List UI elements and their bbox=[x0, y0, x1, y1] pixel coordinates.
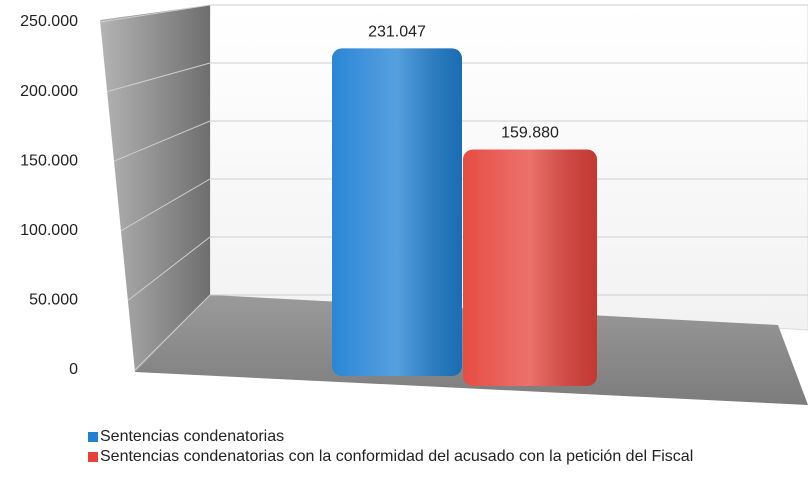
left-wall bbox=[100, 5, 210, 372]
legend-label: Sentencias condenatorias bbox=[100, 428, 284, 445]
y-tick-label: 0 bbox=[69, 361, 78, 378]
legend-label: Sentencias condenatorias con la conformi… bbox=[100, 448, 693, 465]
y-tick-label: 100.000 bbox=[20, 222, 78, 239]
value-label: 231.047 bbox=[368, 24, 426, 41]
y-tick-label: 250.000 bbox=[20, 13, 78, 30]
grid-line bbox=[127, 236, 808, 301]
legend-swatch bbox=[88, 452, 98, 462]
value-label: 159.880 bbox=[501, 125, 559, 142]
grid-line bbox=[134, 294, 808, 371]
grid-line bbox=[120, 178, 808, 232]
legend-swatch bbox=[88, 432, 98, 442]
grid-line bbox=[99, 4, 808, 23]
bar-shine bbox=[463, 149, 597, 386]
y-tick-label: 50.000 bbox=[29, 292, 78, 309]
grid-line bbox=[113, 120, 808, 162]
y-tick-label: 200.000 bbox=[20, 83, 78, 100]
bar-shine bbox=[332, 48, 462, 377]
y-tick-label: 150.000 bbox=[20, 152, 78, 169]
grid-line bbox=[106, 62, 808, 93]
